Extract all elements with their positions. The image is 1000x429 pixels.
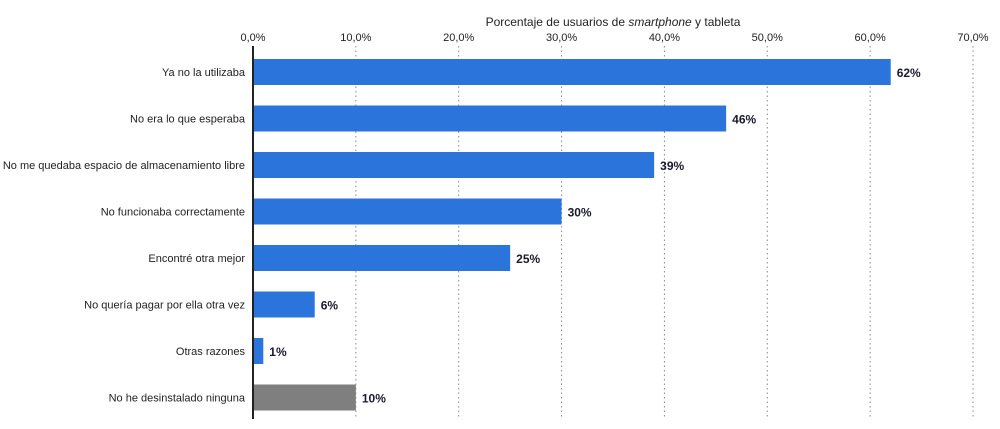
bar-1 (253, 105, 727, 132)
value-label-4: 25% (516, 252, 540, 266)
value-label-3: 30% (568, 206, 592, 220)
bar-6 (253, 338, 264, 364)
tick-label-30: 30,0% (546, 32, 577, 44)
tick-label-20: 20,0% (443, 32, 474, 44)
tick-label-60: 60,0% (855, 32, 886, 44)
x-axis-title-part-0: Porcentaje de usuarios de (486, 15, 629, 29)
x-axis-title-part-2: y tableta (692, 15, 741, 29)
tick-label-40: 40,0% (649, 32, 680, 44)
value-label-5: 6% (321, 299, 339, 313)
bar-4 (253, 245, 511, 271)
bar-3 (253, 198, 562, 225)
category-label-3: No funcionaba correctamente (101, 207, 245, 219)
value-label-1: 46% (732, 113, 756, 127)
category-label-1: No era lo que esperaba (130, 114, 246, 126)
grid-lines (355, 46, 974, 419)
x-axis-ticks: 0,0% 10,0% 20,0% 30,0% 40,0% 50,0% 60,0% 70,0% (240, 32, 988, 44)
category-label-6: Otras razones (176, 346, 246, 358)
bars (253, 59, 891, 411)
category-labels: Ya no la utilizaba No era lo que esperaba… (3, 67, 246, 405)
tick-label-50: 50,0% (752, 32, 783, 44)
bar-7 (253, 384, 356, 411)
bar-0 (253, 59, 891, 85)
value-label-7: 10% (362, 392, 386, 406)
value-label-2: 39% (660, 159, 684, 173)
category-label-7: No he desinstalado ninguna (109, 393, 246, 405)
value-label-6: 1% (269, 345, 287, 359)
category-label-4: Encontré otra mejor (148, 253, 245, 265)
category-label-2: No me quedaba espacio de almacenamiento … (3, 160, 245, 172)
category-label-0: Ya no la utilizaba (162, 67, 246, 79)
tick-label-10: 10,0% (340, 32, 371, 44)
tick-label-0: 0,0% (240, 32, 265, 44)
x-axis-title-part-1: smartphone (628, 15, 692, 29)
category-label-5: No quería pagar por ella otra vez (84, 300, 245, 312)
tick-label-70: 70,0% (957, 32, 988, 44)
value-label-0: 62% (897, 66, 921, 80)
x-axis-title: Porcentaje de usuarios de smartphone y t… (486, 15, 741, 29)
value-labels: 62% 46% 39% 30% 25% 6% 1% 10% (269, 66, 921, 406)
bar-5 (253, 291, 315, 318)
bar-2 (253, 152, 655, 178)
